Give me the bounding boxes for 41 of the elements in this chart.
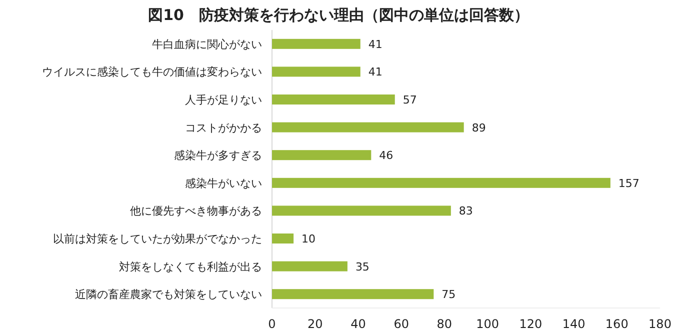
x-tick-label: 0: [268, 317, 276, 331]
bar: [272, 38, 360, 49]
bar: [272, 289, 434, 300]
x-tick-label: 140: [562, 317, 586, 331]
data-label: 157: [618, 176, 640, 190]
y-tick-label: 近隣の畜産農家でも対策をしていない: [75, 288, 262, 302]
data-label: 46: [379, 149, 394, 162]
x-tick-label: 120: [519, 317, 542, 331]
y-tick-label: 感染牛が多すぎる: [174, 149, 262, 162]
data-label: 41: [368, 66, 382, 79]
y-tick-label: ウイルスに感染しても牛の価値は変わらない: [42, 66, 262, 79]
y-tick-label: 人手が足りない: [185, 94, 262, 106]
y-tick-label: 牛白血病に関心がない: [152, 38, 262, 51]
bar: [272, 206, 451, 216]
data-label: 89: [472, 121, 486, 134]
bar: [272, 261, 348, 272]
y-tick-label: 他に優先すべき物事がある: [130, 204, 262, 218]
bar: [272, 122, 464, 132]
x-tick-label: 160: [605, 317, 628, 331]
bar: [272, 150, 372, 160]
y-tick-label: 対策をしなくても利益が出る: [119, 260, 262, 274]
data-label: 41: [368, 38, 382, 51]
x-tick-label: 60: [394, 317, 409, 331]
x-tick-label: 100: [476, 317, 500, 331]
bar: [272, 178, 610, 188]
data-label: 35: [355, 260, 370, 274]
x-tick-label: 20: [307, 317, 323, 331]
x-tick-label: 80: [436, 317, 452, 331]
x-tick-label: 40: [350, 317, 366, 331]
chart-title: 図10 防疫対策を行わない理由（図中の単位は回答数）: [148, 6, 529, 24]
bar: [272, 66, 360, 77]
data-label: 57: [402, 94, 417, 106]
bar: [272, 94, 395, 104]
y-tick-label: 感染牛がいない: [185, 176, 262, 190]
y-tick-label: コストがかかる: [185, 121, 262, 134]
y-tick-label: 以前は対策をしていたが効果がでなかった: [53, 232, 262, 246]
data-label: 10: [302, 232, 316, 246]
x-tick-label: 180: [648, 317, 672, 331]
bar: [272, 234, 294, 244]
data-label: 75: [442, 288, 456, 302]
data-label: 83: [458, 204, 473, 218]
